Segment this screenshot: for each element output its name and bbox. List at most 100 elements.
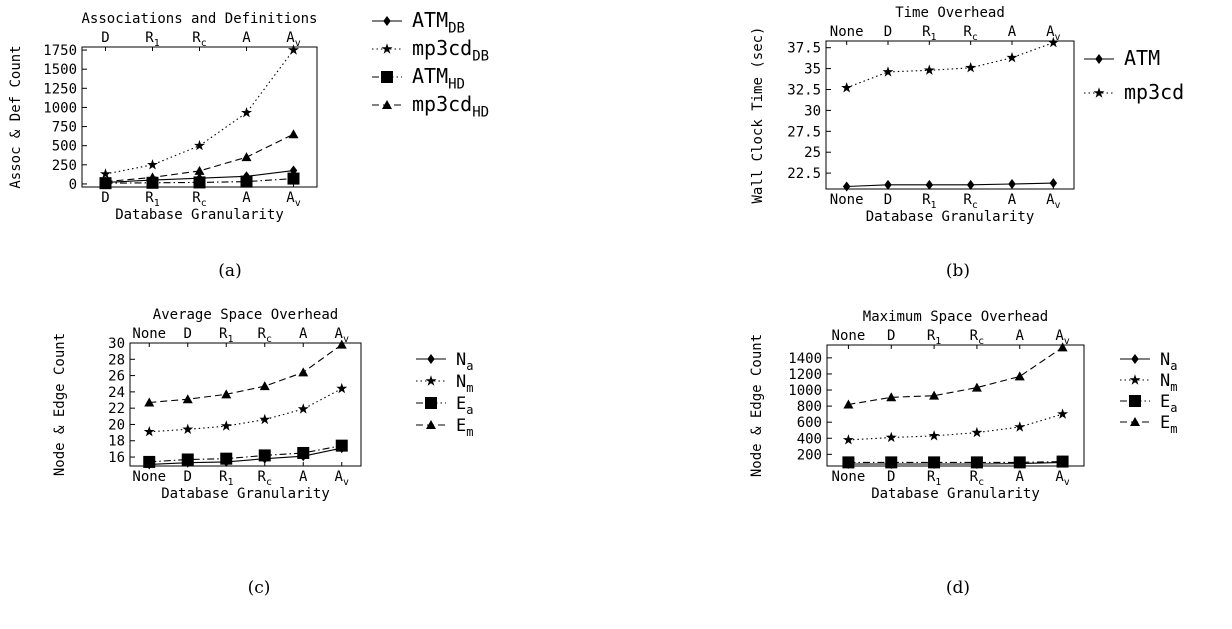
x-tick-label-top: D xyxy=(101,30,109,46)
y-tick-label: 0 xyxy=(69,177,77,193)
y-tick-label: 16 xyxy=(108,450,125,466)
x-tick-label-top: A xyxy=(1008,24,1017,40)
data-point xyxy=(147,159,158,170)
data-point xyxy=(335,439,348,452)
y-axis-label: Node & Edge Count xyxy=(749,334,765,477)
series-line xyxy=(105,178,294,184)
x-tick-label-top: Rc xyxy=(258,326,272,345)
data-point xyxy=(221,389,232,399)
data-point xyxy=(182,394,193,404)
x-tick-label-top: None xyxy=(132,326,166,342)
legend-marker xyxy=(426,420,436,429)
chart-b: Time Overhead None None D D R1 R1 Rc Rc A A Av Av 22.… xyxy=(750,5,1184,281)
data-point xyxy=(288,129,299,139)
series-line xyxy=(848,346,1063,406)
data-point xyxy=(220,452,233,465)
x-tick-label: Av xyxy=(335,469,349,488)
data-point xyxy=(193,176,206,189)
x-tick-label-top: Rc xyxy=(192,30,206,49)
series-1 xyxy=(100,44,299,179)
y-tick-label: 35 xyxy=(804,62,821,78)
series-line xyxy=(149,445,342,463)
data-point xyxy=(970,456,983,469)
series-line xyxy=(846,182,1054,188)
y-tick-label: 1200 xyxy=(788,367,822,383)
x-tick-label-top: A xyxy=(242,30,251,46)
panel-caption: (c) xyxy=(248,578,271,598)
x-tick-label: A xyxy=(1008,192,1017,208)
data-point xyxy=(194,165,205,175)
legend-marker xyxy=(1095,54,1103,64)
y-axis-label: Node & Edge Count xyxy=(52,333,68,476)
legend-marker xyxy=(1131,354,1139,364)
chart-title: Associations and Definitions xyxy=(81,11,317,27)
x-tick-label: Rc xyxy=(963,192,977,211)
data-point xyxy=(240,175,253,188)
x-tick-label-top: Av xyxy=(1055,328,1069,347)
series-line xyxy=(149,344,343,404)
x-tick-label-top: D xyxy=(184,326,192,342)
y-tick-label: 30 xyxy=(804,103,821,119)
data-point xyxy=(885,431,897,443)
series-0 xyxy=(844,457,1067,469)
x-tick-label-top: A xyxy=(299,326,308,342)
y-tick-label: 750 xyxy=(52,120,77,136)
y-tick-label: 20 xyxy=(108,417,125,433)
data-point xyxy=(1057,342,1068,352)
data-point xyxy=(923,64,935,75)
data-point xyxy=(241,107,252,118)
legend-marker xyxy=(425,397,437,409)
y-tick-label: 28 xyxy=(108,352,125,368)
x-tick-label-top: Av xyxy=(286,30,300,49)
data-point xyxy=(1014,371,1025,381)
x-tick-label-top: Rc xyxy=(970,328,984,347)
x-tick-label-top: None xyxy=(830,24,864,40)
legend-marker xyxy=(1129,395,1141,407)
data-point xyxy=(971,382,982,392)
chart-title: Average Space Overhead xyxy=(153,307,338,323)
series-line xyxy=(105,49,294,175)
y-tick-label: 1750 xyxy=(43,43,77,59)
x-tick-label-top: Av xyxy=(335,326,349,345)
legend-marker xyxy=(381,71,393,83)
data-point xyxy=(297,403,309,414)
data-point xyxy=(143,426,155,437)
data-point xyxy=(971,426,983,438)
data-point xyxy=(885,456,898,469)
x-tick-label: None xyxy=(832,469,866,485)
data-point xyxy=(928,456,941,469)
x-tick-label: None xyxy=(132,469,166,485)
y-tick-label: 30 xyxy=(108,336,125,352)
data-point xyxy=(336,382,348,394)
data-point xyxy=(144,397,155,407)
data-point xyxy=(182,423,194,434)
x-axis-label: Database Granularity xyxy=(161,486,330,502)
y-tick-label: 22 xyxy=(108,401,125,417)
data-point xyxy=(143,455,156,468)
x-tick-label: None xyxy=(830,192,864,208)
y-axis-label: Wall Clock Time (sec) xyxy=(750,26,766,203)
legend: ATM mp3cd xyxy=(1084,46,1184,104)
legend-label: ATMDB xyxy=(412,8,465,37)
data-point xyxy=(147,172,158,182)
data-point xyxy=(1014,421,1026,432)
data-point xyxy=(965,62,977,73)
data-point xyxy=(1008,178,1016,189)
legend-marker xyxy=(427,354,435,364)
series-2 xyxy=(143,439,348,468)
x-tick-label-top: R1 xyxy=(927,328,941,347)
x-tick-label: A xyxy=(242,190,251,206)
legend-marker xyxy=(425,375,437,386)
data-point xyxy=(884,179,892,190)
series-line xyxy=(149,388,343,433)
series-0 xyxy=(145,443,346,470)
series-2 xyxy=(99,172,300,190)
y-tick-label: 18 xyxy=(108,434,125,450)
x-tick-label: A xyxy=(299,469,308,485)
series-line xyxy=(846,42,1054,89)
legend-marker xyxy=(382,100,392,109)
legend-marker xyxy=(1093,87,1105,98)
panel-caption: (b) xyxy=(946,261,970,281)
data-point xyxy=(843,399,854,409)
